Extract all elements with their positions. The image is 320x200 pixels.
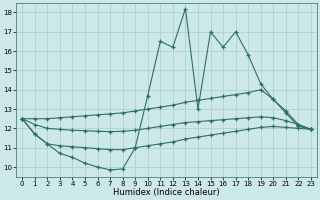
X-axis label: Humidex (Indice chaleur): Humidex (Indice chaleur) xyxy=(113,188,220,197)
